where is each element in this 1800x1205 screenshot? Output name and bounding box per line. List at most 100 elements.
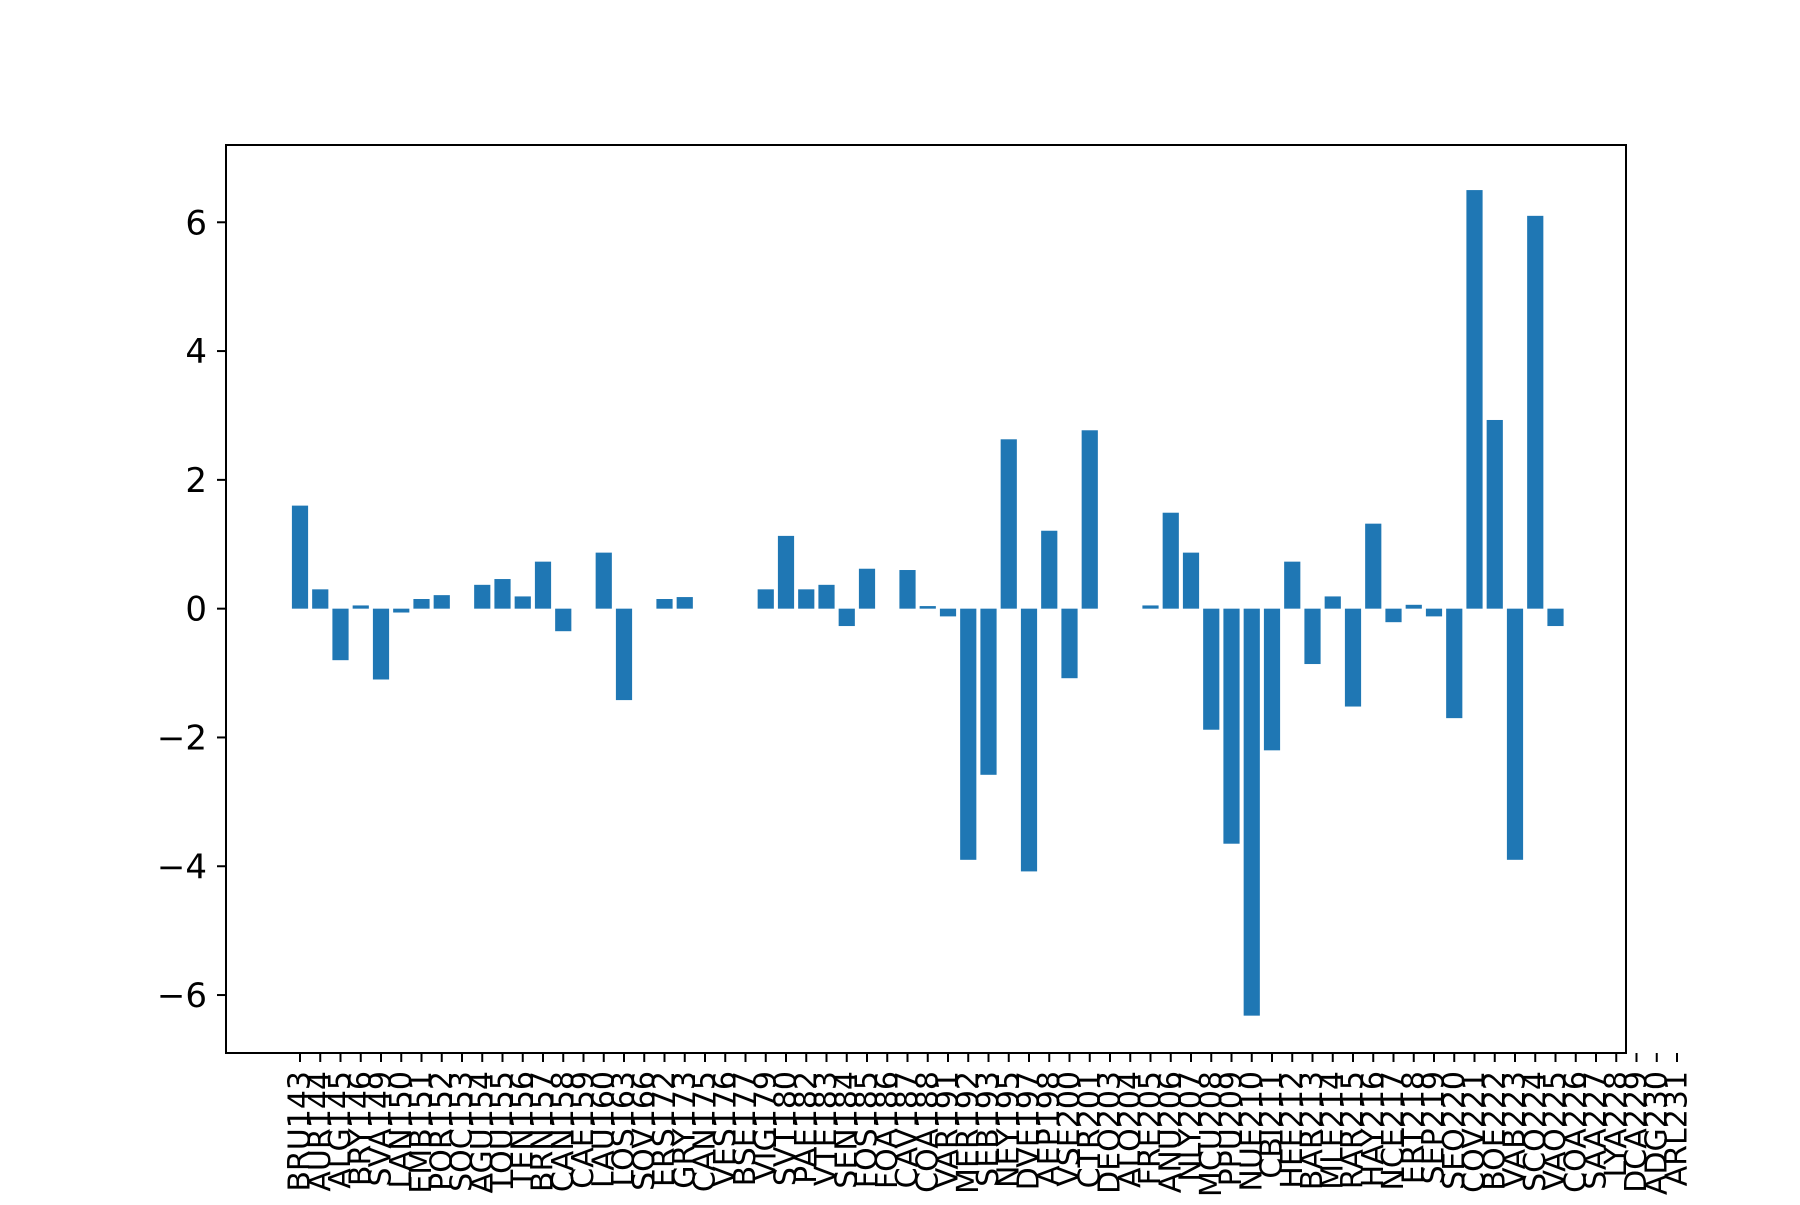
x-tick-label: PPU209 [1214,1071,1249,1186]
bar-AUR144 [312,589,329,609]
x-tick-label: CAN175 [688,1071,723,1192]
bar-ALG145 [332,608,349,661]
bar-BRN157 [534,561,552,609]
x-tick-label: BAR213 [1295,1071,1330,1190]
bar-VIG179 [757,589,774,609]
x-tick-label: AGU154 [465,1071,500,1193]
x-tick-label: CAE159 [566,1071,601,1189]
bar-BAR213 [1304,608,1321,665]
x-tick-label: DVE197 [1012,1071,1047,1190]
bar-TOU155 [494,579,511,609]
y-tick-label: 4 [185,332,207,372]
x-tick-label: BOE222 [1477,1071,1512,1191]
x-tick-label: LAN150 [384,1071,419,1189]
x-tick-label: CTR201 [1072,1071,1107,1188]
x-tick-label: ARL231 [1660,1071,1695,1186]
x-tick-label: AUR144 [303,1071,338,1192]
x-tick-label: NLY207 [1174,1071,1209,1182]
bar-VSE200 [1061,608,1078,679]
x-tick-label: ERT218 [1396,1071,1431,1184]
x-tick-label: COA188 [910,1071,945,1193]
x-tick-label: HEE212 [1275,1071,1310,1189]
x-tick-label: SCO224 [1518,1071,1553,1192]
bar-FRE205 [1142,605,1159,609]
bar-NCE217 [1385,608,1402,623]
x-tick-label: VAB223 [1498,1071,1533,1188]
bar-LAU160 [595,552,612,609]
bar-VAO225 [1547,608,1564,627]
bar-BRY146 [352,605,369,609]
x-tick-label: TOU155 [485,1071,520,1193]
bar-FOS185 [858,568,876,609]
x-tick-label: PAE182 [789,1071,824,1184]
x-tick-label: SEO220 [1437,1071,1472,1190]
bar-NUE210 [1243,608,1260,1016]
x-tick-label: AEP198 [1032,1071,1067,1186]
bar-VTE183 [818,584,835,609]
x-tick-label: CAV187 [890,1071,925,1188]
x-tick-label: VAO225 [1538,1071,1573,1190]
bar-PPU209 [1223,608,1240,844]
bar-DVE197 [1020,608,1038,872]
x-tick-label: SVA149 [364,1071,399,1186]
plot-frame [225,144,1627,1054]
x-tick-label: CBI211 [1255,1071,1290,1179]
bar-ERT218 [1405,604,1422,609]
bar-POR152 [433,595,450,609]
x-tick-label: SEP219 [1417,1071,1452,1184]
bar-MER192 [960,608,977,860]
x-tick-label: ERS172 [647,1071,682,1187]
x-tick-label: MER192 [951,1071,986,1194]
x-tick-label: MLE214 [1315,1071,1350,1190]
bar-HAY216 [1365,523,1382,609]
x-tick-label: RAR215 [1336,1071,1371,1189]
x-tick-label: BSE177 [728,1071,763,1186]
x-tick-label: ALO204 [1113,1071,1148,1188]
x-tick-label: HAY216 [1356,1071,1391,1187]
x-tick-label: COV221 [1457,1071,1492,1193]
x-tick-label: SEN184 [829,1071,864,1189]
x-tick-label: BRN157 [526,1071,561,1192]
bar-CBI211 [1263,608,1281,751]
bar-NLY207 [1182,552,1200,609]
x-tick-label: DCA229 [1619,1071,1654,1193]
x-tick-label: COA226 [1558,1071,1593,1193]
bar-ANU206 [1162,512,1179,609]
bar-AGU154 [474,584,491,609]
bar-SEP219 [1425,608,1443,617]
bar-COA188 [919,606,936,609]
x-tick-label: ANU206 [1153,1071,1188,1193]
y-tick-label: −4 [157,847,207,887]
bar-COV221 [1466,190,1483,609]
bar-SVT180 [777,535,795,609]
bar-ERS172 [656,599,673,609]
bar-SEO220 [1446,608,1463,719]
x-tick-label: TEN156 [505,1071,540,1189]
bar-LAN150 [393,608,410,613]
bar-GRY173 [676,597,693,609]
x-tick-label: BRU143 [283,1071,318,1192]
x-tick-label: VIG179 [748,1071,783,1181]
x-tick-label: ALG145 [323,1071,358,1189]
x-tick-label: SVT180 [769,1071,804,1186]
x-tick-label: VAR191 [931,1071,966,1188]
y-tick-label: −6 [157,976,207,1016]
bar-EMB151 [413,599,430,609]
bar-PAE182 [798,589,815,609]
bar-CAV187 [899,570,916,609]
x-tick-label: SAA227 [1579,1071,1614,1190]
bar-HEE212 [1284,561,1301,609]
bar-SCO224 [1527,215,1544,609]
x-tick-label: CAN158 [546,1071,581,1192]
x-tick-label: BRY146 [343,1071,378,1186]
y-tick-label: 2 [185,461,207,501]
bar-CTR201 [1081,430,1098,609]
bar-LOS163 [615,608,633,701]
x-tick-label: LAU160 [586,1071,621,1188]
bar-VAR191 [939,608,957,617]
bar-SEN184 [838,608,855,627]
bar-NEY195 [1000,439,1017,609]
x-tick-label: SOC153 [445,1071,480,1192]
